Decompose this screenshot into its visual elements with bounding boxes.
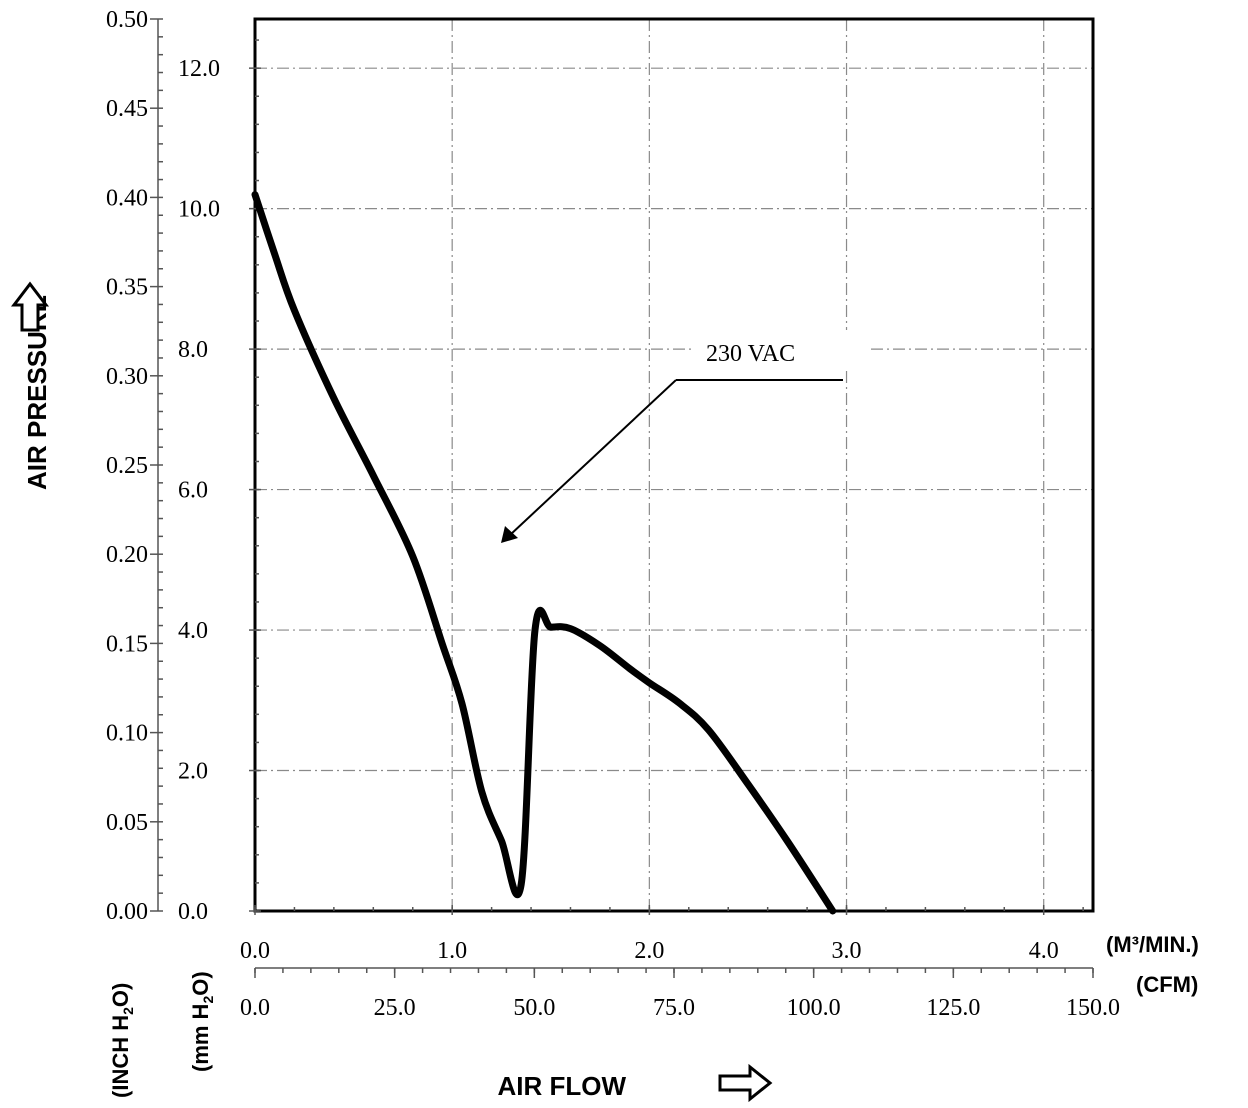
y-tick-label-inch: 0.00 [106,899,148,925]
y-tick-label-mm: 0.0 [178,899,208,925]
y-tick-label-inch: 0.15 [106,631,148,657]
x-tick-label-cfm: 0.0 [240,995,270,1021]
x-tick-label-m3: 2.0 [634,938,664,964]
series-layer [251,191,837,915]
annotation-layer: 230 VAC [501,330,870,543]
x-tick-label-m3: 1.0 [437,938,467,964]
x-tick-label-cfm: 75.0 [653,995,695,1021]
x-tick-label-cfm: 125.0 [926,995,980,1021]
x-tick-label-cfm: 150.0 [1066,995,1120,1021]
y-unit-mm-label: (mm H2O) [188,971,216,1072]
y-unit-inch-label: (INCH H2O) [108,983,136,1098]
y-tick-label-mm: 10.0 [178,197,220,223]
x-tick-label-m3: 4.0 [1029,938,1059,964]
y-tick-label-inch: 0.30 [106,364,148,390]
x-tick-label-cfm: 25.0 [374,995,416,1021]
x-unit-cfm-label: (CFM) [1136,972,1198,997]
y-tick-label-inch: 0.10 [106,721,148,747]
annotation-arrow-line [509,379,677,536]
y-tick-label-mm: 8.0 [178,337,208,363]
y-tick-label-inch: 0.45 [106,96,148,122]
y-tick-label-mm: 4.0 [178,618,208,644]
annotation-label: 230 VAC [706,341,795,367]
plot-frame [253,17,1095,913]
y-tick-label-mm: 6.0 [178,478,208,504]
y-tick-label-inch: 0.20 [106,542,148,568]
axes: 0.00 0.05 0.10 0.15 0.20 0.25 0.30 0.35 0.40 0.45… [106,7,1120,1021]
annotation-arrowhead-icon [501,526,518,543]
y-axis-arrow-icon [10,281,50,332]
x-tick-label-cfm: 100.0 [787,995,841,1021]
y-tick-label-inch: 0.50 [106,7,148,33]
annotation-label-bg [692,330,870,370]
y-unit-mm-group: (mm H2O) [188,971,216,1072]
x-axis-arrow-icon [718,1063,773,1103]
x-tick-label-cfm: 50.0 [513,995,555,1021]
y-tick-label-inch: 0.35 [106,275,148,301]
series-line-230vac [251,191,837,915]
y-tick-label-inch: 0.05 [106,810,148,836]
x-axis-title: AIR FLOW [497,1071,626,1101]
x-tick-label-m3: 0.0 [240,938,270,964]
y-tick-label-mm: 12.0 [178,56,220,82]
y-tick-label-inch: 0.40 [106,185,148,211]
y-unit-inch-group: (INCH H2O) [108,983,136,1098]
grid-lines [255,19,1093,911]
x-tick-label-m3: 3.0 [832,938,862,964]
y-tick-label-inch: 0.25 [106,453,148,479]
y-tick-label-mm: 2.0 [178,759,208,785]
x-unit-m3-label: (M³/MIN.) [1106,932,1199,957]
